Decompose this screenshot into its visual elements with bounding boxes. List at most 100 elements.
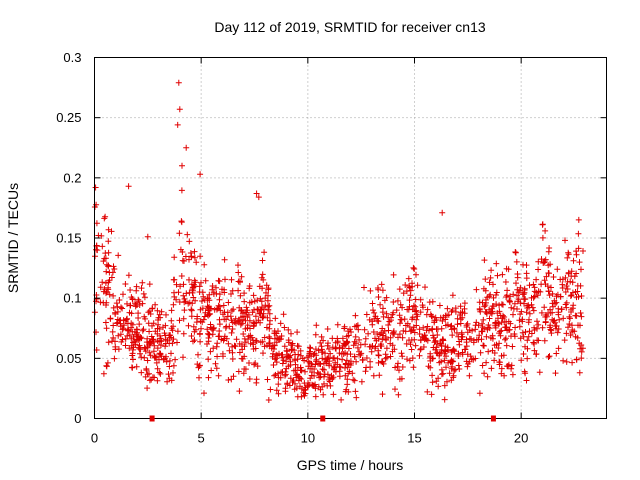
data-point [566, 321, 573, 327]
data-point [461, 300, 468, 307]
data-point [191, 337, 198, 344]
data-point [340, 351, 347, 357]
data-point [396, 331, 403, 338]
data-point [265, 306, 272, 313]
data-point [489, 332, 496, 339]
data-point [192, 326, 199, 333]
data-point [563, 283, 570, 289]
data-point [411, 336, 418, 343]
data-point [106, 291, 113, 298]
data-point [327, 350, 334, 357]
data-point [522, 370, 529, 377]
data-point [221, 316, 228, 323]
data-point [546, 270, 552, 277]
data-point [103, 290, 109, 297]
data-point [414, 282, 421, 289]
data-point [162, 343, 169, 350]
data-point [569, 289, 576, 296]
data-point [120, 291, 126, 298]
data-point [399, 364, 406, 370]
data-point [378, 281, 385, 288]
data-point [356, 348, 363, 355]
data-point [331, 365, 338, 372]
data-point [375, 359, 382, 366]
data-point [192, 297, 199, 304]
data-point [383, 294, 390, 301]
data-point [422, 335, 429, 342]
data-point [252, 360, 259, 367]
data-point [475, 322, 482, 329]
data-point [345, 328, 352, 335]
data-point [559, 276, 566, 283]
data-point [126, 332, 133, 338]
data-point [413, 271, 419, 278]
data-point [499, 271, 506, 278]
data-point [278, 333, 285, 339]
data-point [372, 335, 378, 342]
data-point [567, 278, 574, 285]
data-point [139, 300, 146, 307]
data-point [539, 324, 546, 331]
data-point [435, 383, 442, 390]
data-point [191, 277, 198, 284]
data-point [181, 307, 188, 314]
data-point [369, 300, 376, 307]
data-point [498, 352, 505, 359]
data-point [454, 321, 461, 328]
data-point [286, 382, 293, 389]
data-point [463, 336, 470, 343]
data-point [213, 343, 220, 350]
data-point [464, 320, 471, 327]
data-point [412, 303, 419, 310]
data-point [392, 386, 398, 393]
data-point [470, 339, 477, 346]
data-point [225, 377, 232, 383]
data-point [408, 346, 415, 353]
data-point [121, 322, 127, 329]
data-point [534, 325, 540, 332]
data-point [177, 283, 184, 290]
data-point [452, 305, 459, 312]
data-point [126, 345, 133, 352]
data-point [228, 317, 235, 324]
data-point [215, 333, 222, 340]
data-point [239, 341, 245, 348]
data-point [248, 299, 255, 305]
data-point [133, 326, 140, 333]
data-point [535, 321, 542, 328]
data-point [228, 291, 234, 297]
data-point [122, 281, 129, 287]
data-point [274, 352, 281, 359]
data-point [427, 311, 434, 318]
data-point [367, 287, 374, 294]
data-point [166, 357, 173, 364]
data-point [555, 305, 562, 312]
data-point [109, 328, 116, 335]
data-point [510, 291, 517, 298]
data-point [547, 322, 554, 329]
data-point [569, 322, 575, 329]
data-point [371, 309, 378, 316]
y-tick-label: 0.25 [56, 110, 81, 125]
data-point [530, 281, 537, 288]
data-point [199, 298, 205, 304]
data-point [92, 184, 99, 191]
data-point [210, 325, 217, 332]
data-point [573, 356, 580, 363]
data-point [526, 282, 533, 289]
data-point [112, 309, 119, 316]
data-point [99, 243, 106, 250]
data-point [230, 373, 237, 380]
data-point [421, 332, 428, 339]
data-point [124, 320, 131, 327]
data-point [243, 304, 250, 311]
data-point [447, 323, 454, 330]
data-point [221, 333, 228, 340]
data-point [522, 329, 529, 335]
data-point [123, 316, 130, 323]
data-point [289, 342, 296, 349]
data-point [135, 336, 142, 343]
data-point [444, 305, 451, 312]
data-point [485, 322, 492, 328]
